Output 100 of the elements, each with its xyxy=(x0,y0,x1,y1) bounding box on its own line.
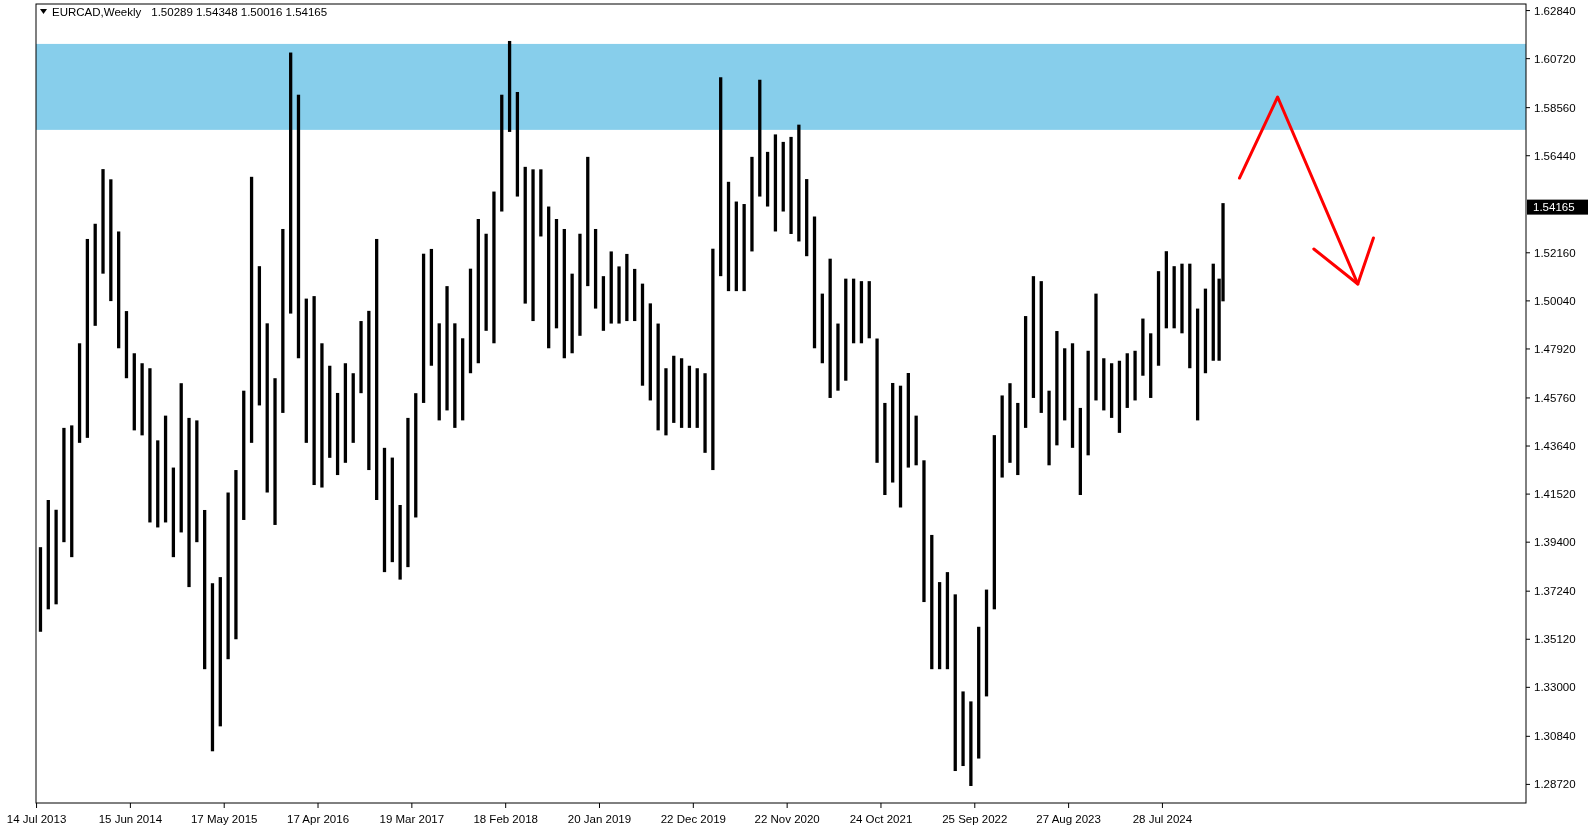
bar xyxy=(437,323,441,421)
bar xyxy=(296,94,301,359)
bar xyxy=(726,181,731,292)
y-tick-label: 1.37240 xyxy=(1534,585,1576,598)
bar xyxy=(859,281,864,344)
bar xyxy=(937,582,942,670)
bar xyxy=(406,417,410,568)
bar xyxy=(398,504,402,580)
bar xyxy=(1180,263,1184,334)
bar xyxy=(273,378,277,525)
x-tick-label: 27 Aug 2023 xyxy=(1036,813,1101,825)
bar xyxy=(539,169,543,237)
bar xyxy=(578,233,582,336)
bar xyxy=(633,268,637,322)
bar xyxy=(742,204,746,292)
bar xyxy=(812,216,817,349)
bar xyxy=(507,40,512,132)
bar xyxy=(898,385,903,508)
bar xyxy=(421,253,426,403)
bar xyxy=(523,166,527,304)
bar xyxy=(679,358,684,428)
y-tick-label: 1.62840 xyxy=(1534,4,1576,17)
bar xyxy=(1109,363,1114,418)
bar xyxy=(734,201,738,292)
bar xyxy=(695,368,699,428)
bar xyxy=(1156,271,1161,366)
bar xyxy=(54,509,58,605)
bar xyxy=(547,206,551,349)
bar xyxy=(1125,353,1129,408)
bar xyxy=(1063,348,1067,421)
bar xyxy=(1203,288,1208,374)
bar xyxy=(117,231,121,349)
bar xyxy=(265,323,269,493)
bar xyxy=(1086,350,1090,456)
bar xyxy=(226,492,230,660)
y-tick-label: 1.30840 xyxy=(1534,730,1576,743)
y-tick-label: 1.35120 xyxy=(1534,633,1576,646)
bar xyxy=(461,338,465,421)
bar xyxy=(343,363,348,463)
bar xyxy=(1094,293,1098,401)
bar xyxy=(672,355,676,423)
bar xyxy=(711,248,715,471)
y-tick-label: 1.33000 xyxy=(1534,681,1576,694)
bar xyxy=(171,467,176,558)
bar xyxy=(773,134,778,232)
bar xyxy=(390,457,394,563)
bar xyxy=(664,368,668,436)
bar xyxy=(570,273,574,354)
bar xyxy=(1016,402,1020,476)
bar xyxy=(586,156,590,287)
bar xyxy=(492,191,496,344)
bar xyxy=(1078,407,1082,496)
bar xyxy=(875,338,879,463)
bar xyxy=(687,365,692,428)
bar xyxy=(820,293,824,364)
bar xyxy=(844,278,848,381)
bar xyxy=(922,460,926,603)
bar xyxy=(891,382,895,483)
text: 1.54165 xyxy=(1533,201,1575,214)
y-tick-label: 1.45760 xyxy=(1534,391,1576,404)
bar xyxy=(640,283,645,386)
x-tick-label: 17 Apr 2016 xyxy=(287,813,350,825)
bar xyxy=(1141,318,1145,376)
chart-title: EURCAD,Weekly xyxy=(52,6,142,18)
bar xyxy=(414,393,418,518)
y-tick-label: 1.39400 xyxy=(1534,536,1576,549)
bar xyxy=(85,238,90,438)
x-tick-label: 14 Jul 2013 xyxy=(6,813,67,825)
bar xyxy=(62,427,66,543)
bar xyxy=(1117,360,1122,433)
bar xyxy=(38,547,43,632)
bar xyxy=(789,136,793,234)
bar xyxy=(969,701,973,786)
bar xyxy=(1133,350,1137,401)
bar xyxy=(531,169,535,322)
bar xyxy=(109,179,113,302)
bar xyxy=(797,124,801,242)
bar xyxy=(781,141,785,212)
bar xyxy=(124,311,129,379)
bar xyxy=(953,594,957,772)
bar xyxy=(359,321,363,394)
bar xyxy=(625,253,629,322)
bar xyxy=(132,353,136,431)
chart-subtitle: 1.50289 1.54348 1.50016 1.54165 xyxy=(151,6,328,18)
y-tick-label: 1.47920 xyxy=(1534,342,1576,355)
bar xyxy=(101,169,105,274)
bar xyxy=(1195,308,1200,421)
bar xyxy=(1055,331,1059,446)
bar xyxy=(140,363,144,436)
bar xyxy=(1211,263,1215,361)
bar xyxy=(656,323,660,431)
y-tick-label: 1.41520 xyxy=(1534,488,1576,501)
bar xyxy=(179,383,183,533)
bar xyxy=(335,392,340,476)
bar xyxy=(163,415,168,523)
bar xyxy=(1164,251,1168,329)
bar xyxy=(429,248,434,366)
x-tick-label: 18 Feb 2018 xyxy=(473,813,538,825)
bar xyxy=(218,577,222,727)
bar xyxy=(883,402,887,496)
